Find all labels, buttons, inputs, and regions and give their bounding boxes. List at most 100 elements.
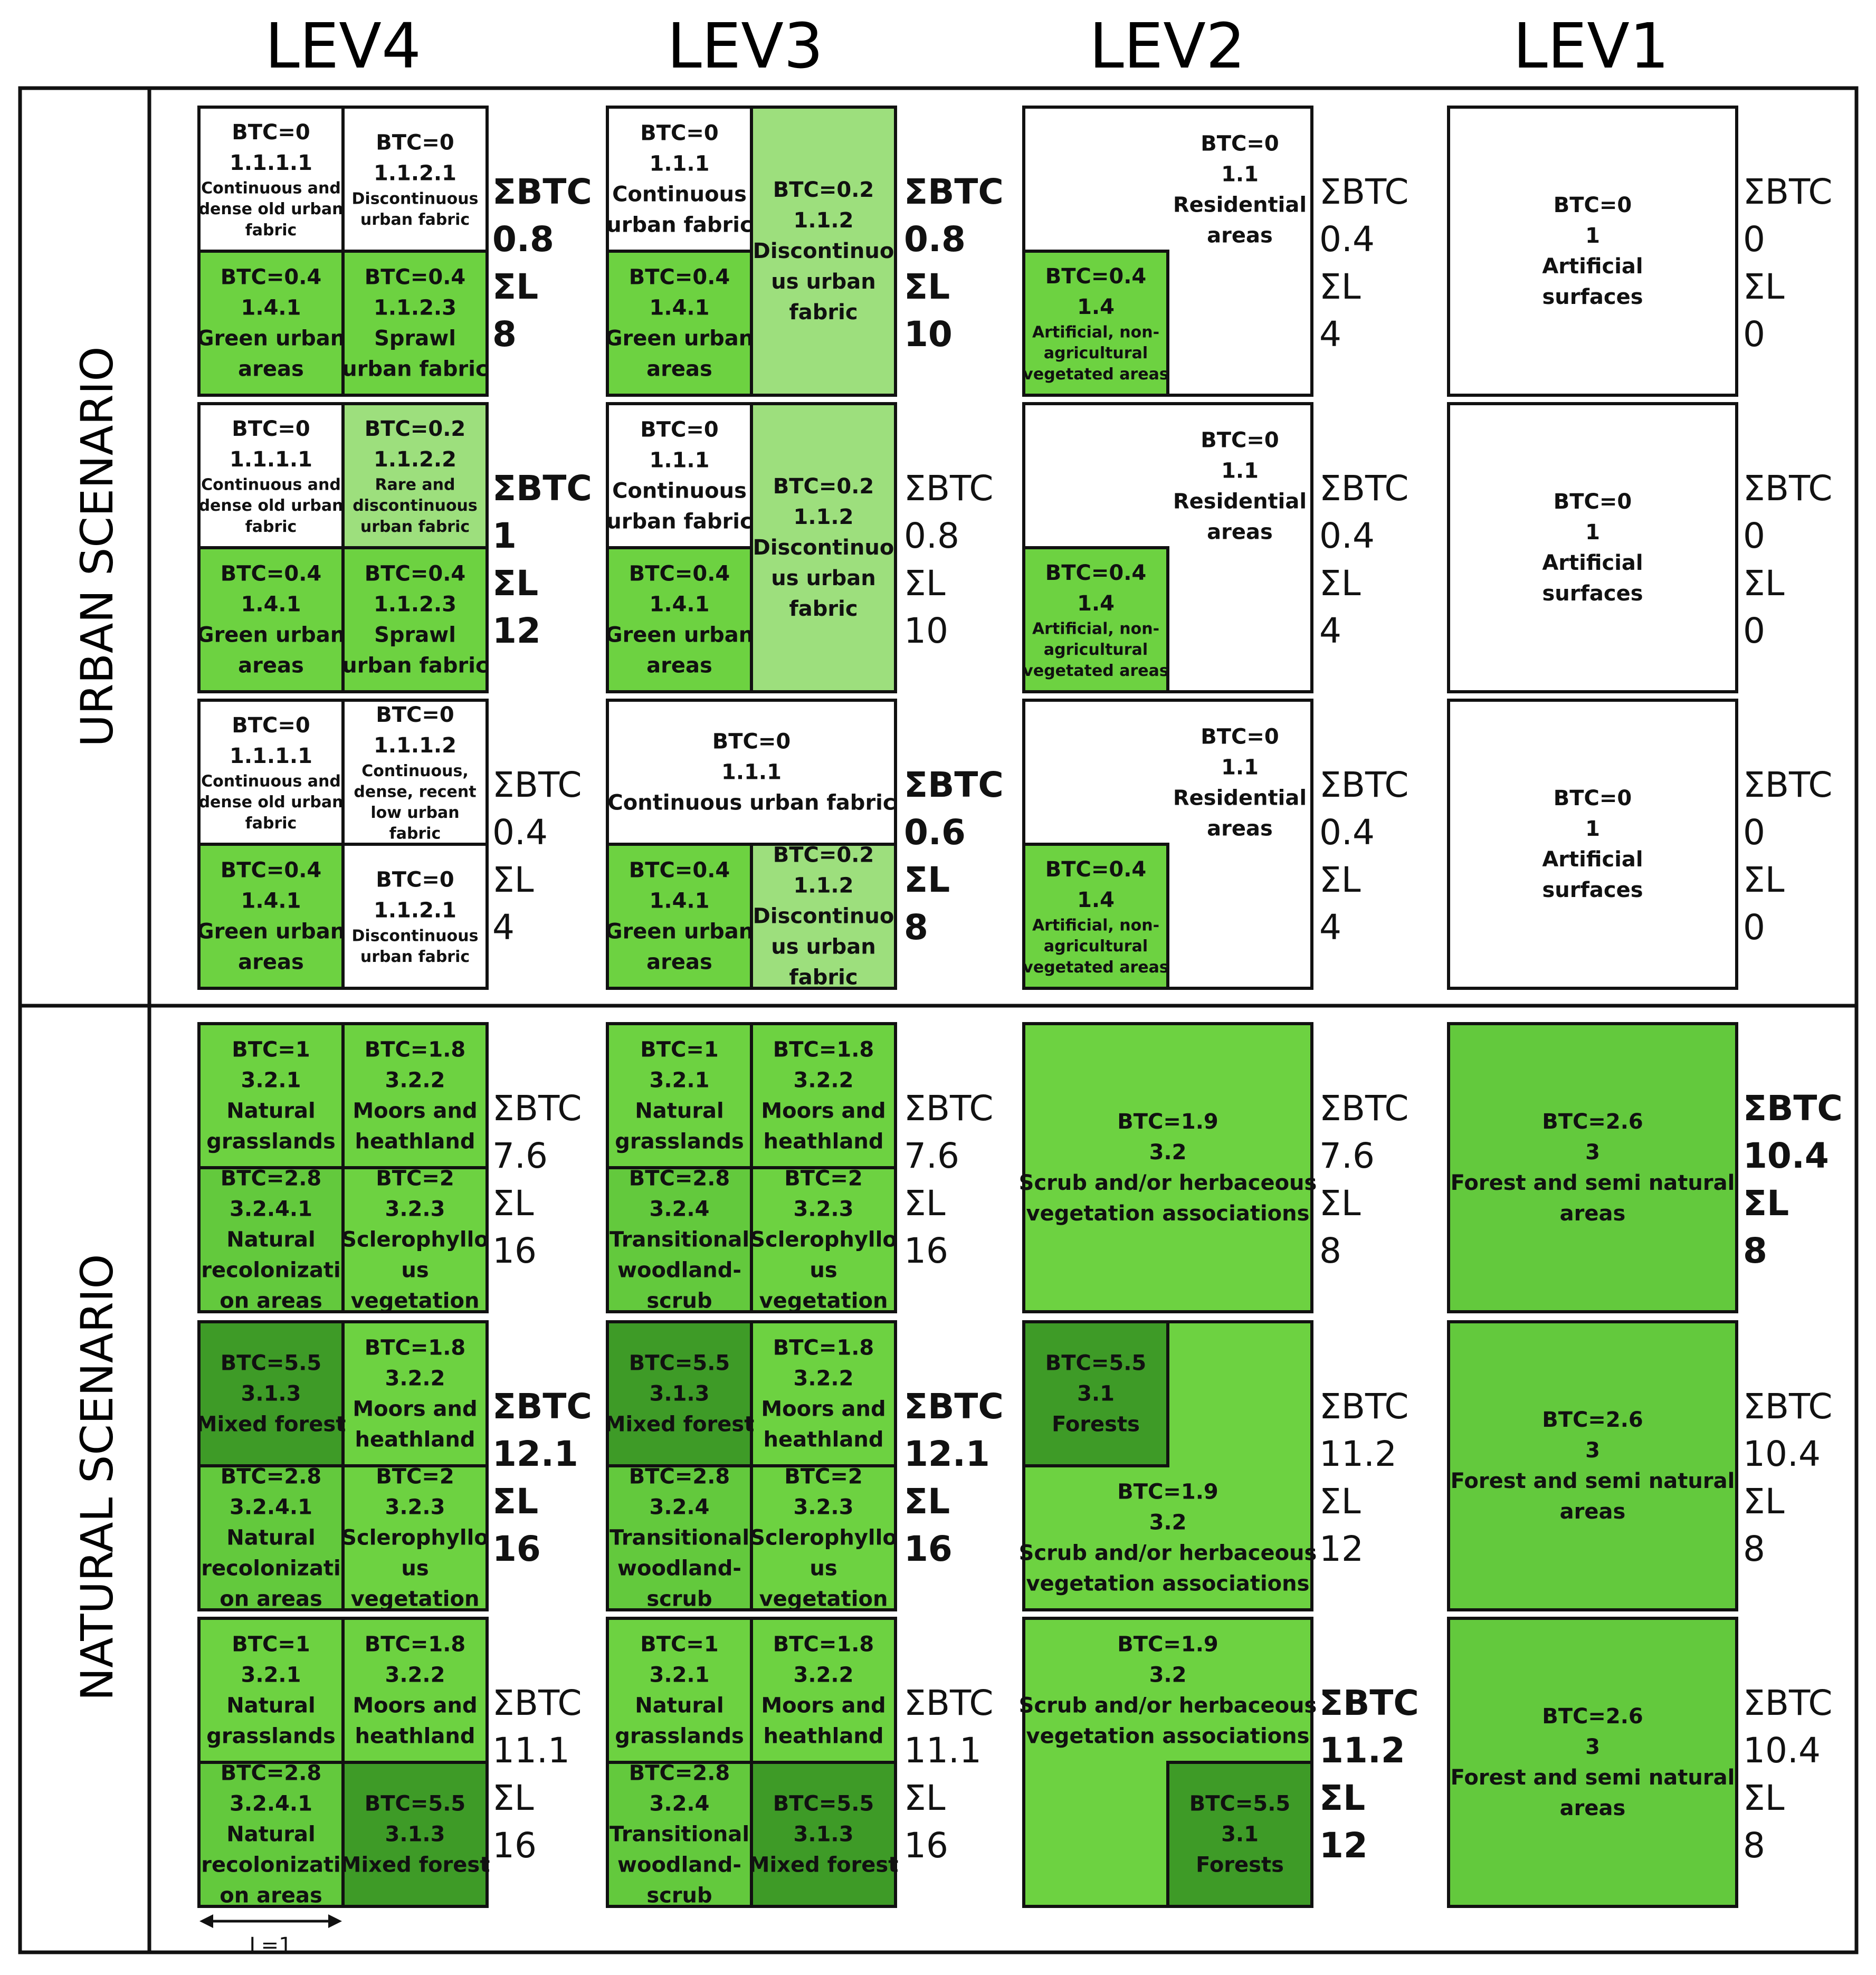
sum-btc-value: 0 [1743, 219, 1765, 260]
cell-r1-lev2: BTC=0 1.1 Residential areas BTC=0.4 1.4 Artifi… [1022, 106, 1409, 397]
class-name: Sclerophyllo [341, 1525, 489, 1550]
class-name: areas [1560, 1201, 1626, 1226]
tile [1447, 699, 1738, 990]
class-name: areas [238, 357, 304, 381]
class-code: 1.1 [1221, 162, 1259, 186]
class-name: Natural [226, 1227, 316, 1252]
btc-value: BTC=1.8 [773, 1335, 874, 1360]
class-code: 3.1.3 [650, 1381, 710, 1406]
btc-value: BTC=2 [784, 1464, 862, 1489]
class-name: Green urban [197, 623, 346, 647]
btc-value: BTC=1.9 [1117, 1632, 1218, 1656]
class-name: Residential [1173, 489, 1307, 513]
tile [197, 1761, 345, 1908]
class-name: areas [1207, 816, 1273, 841]
class-code: 1.1.2 [794, 505, 854, 529]
class-code: 1.1.2 [794, 873, 854, 898]
tile-label: BTC=2 3.2.3 Sclerophyllo us vegetation [341, 1166, 489, 1313]
btc-value: BTC=0.4 [1045, 561, 1147, 585]
class-name: Residential [1173, 193, 1307, 217]
class-name: vegetated areas [1023, 365, 1168, 384]
btc-value: BTC=0 [1201, 724, 1279, 749]
btc-value: BTC=1.9 [1117, 1480, 1218, 1504]
class-name: Sclerophyllo [341, 1227, 489, 1252]
tile [750, 106, 897, 397]
class-name: Scrub and/or herbaceous [1019, 1693, 1317, 1718]
sum-btc-label: ΣBTC [904, 171, 1004, 212]
sum-l-label: ΣL [1319, 1778, 1365, 1818]
tile [341, 1761, 489, 1908]
btc-value: BTC=2.6 [1542, 1704, 1643, 1729]
class-code: 1.1 [1221, 459, 1259, 483]
btc-value: BTC=0 [232, 120, 310, 145]
sum-btc-label: ΣBTC [904, 468, 994, 509]
tile [197, 1464, 345, 1611]
btc-value: BTC=0 [1554, 193, 1632, 217]
class-name: Sclerophyllo [750, 1525, 897, 1550]
tile [750, 1464, 897, 1611]
btc-value: BTC=0.4 [629, 265, 730, 289]
class-name: dense old urban [199, 793, 344, 812]
sum-column: ΣBTC 7.6 ΣL 16 [904, 1088, 994, 1271]
sum-btc-label: ΣBTC [1319, 765, 1409, 805]
class-name: Continuous [612, 182, 747, 206]
tile-label: BTC=0 1.1.1.1 Continuous and dense old urba… [199, 120, 344, 240]
sum-column: ΣBTC 0.4 ΣL 4 [1319, 171, 1409, 355]
sum-btc-label: ΣBTC [492, 171, 592, 212]
tile [197, 1617, 345, 1764]
tile-label: BTC=0.2 1.1.2 Discontinuo us urban fabric [753, 474, 894, 621]
class-name: scrub [646, 1587, 712, 1611]
sum-column: ΣBTC 12.1 ΣL 16 [492, 1386, 592, 1569]
sum-l-value: 12 [1319, 1825, 1368, 1866]
class-name: Continuous and [201, 772, 341, 791]
class-name: Artificial [1542, 847, 1643, 872]
sum-l-value: 12 [1319, 1529, 1364, 1569]
tile [341, 250, 489, 397]
tile [197, 546, 345, 693]
tile-label: BTC=1.8 3.2.2 Moors and heathland [761, 1037, 885, 1153]
natural-scenario-label: NATURAL SCENARIO [71, 1254, 123, 1701]
level-header-lev4: LEV4 [265, 9, 421, 82]
sum-l-label: ΣL [492, 266, 538, 307]
tile-label: BTC=2.8 3.2.4 Transitional woodland-scrub [610, 1464, 749, 1611]
class-name: agricultural [1044, 344, 1148, 362]
sum-column: ΣBTC 0 ΣL 0 [1743, 765, 1833, 948]
sum-btc-value: 10.4 [1743, 1136, 1829, 1176]
class-name: Natural [226, 1693, 316, 1718]
class-code: 3.2.2 [385, 1663, 445, 1687]
class-code: 1.4.1 [241, 592, 301, 616]
btc-value: BTC=0.4 [221, 858, 322, 882]
tile-label: BTC=1.9 3.2 Scrub and/or herbaceous vegetat… [1019, 1632, 1317, 1748]
tile-label: BTC=2.8 3.2.4.1 Natural recolonizati on area… [201, 1464, 341, 1611]
sum-l-label: ΣL [492, 1481, 538, 1522]
class-name: areas [646, 357, 712, 381]
arrow-left-icon [199, 1914, 213, 1928]
btc-value: BTC=2.6 [1542, 1408, 1643, 1432]
sum-column: ΣBTC 0 ΣL 0 [1743, 171, 1833, 355]
tile [606, 1166, 753, 1313]
class-code: 3.2.3 [385, 1197, 445, 1221]
level-headers: LEV4 LEV3 LEV2 LEV1 [265, 9, 1669, 82]
class-name: heathland [355, 1427, 475, 1452]
class-name: surfaces [1542, 878, 1643, 902]
class-name: us [401, 1556, 428, 1580]
class-name: Natural [635, 1693, 724, 1718]
class-code: 3.2.2 [794, 1663, 854, 1687]
class-code: 1.4 [1077, 888, 1115, 912]
class-name: Artificial, non- [1032, 620, 1159, 638]
class-code: 1.1.1.1 [230, 744, 312, 768]
sum-btc-value: 10.4 [1743, 1434, 1821, 1474]
tile-label: BTC=2.6 3 Forest and semi natural areas [1451, 1110, 1735, 1226]
class-name: grasslands [206, 1724, 336, 1748]
class-code: 1.1.2.2 [374, 447, 456, 472]
sum-btc-label: ΣBTC [1319, 1683, 1419, 1723]
sum-l-value: 8 [1743, 1529, 1765, 1569]
btc-value: BTC=2.6 [1542, 1110, 1643, 1134]
btc-value: BTC=0.4 [221, 561, 322, 586]
btc-value: BTC=2.8 [629, 1761, 730, 1785]
sum-column: ΣBTC 11.1 ΣL 16 [904, 1683, 994, 1866]
sum-btc-value: 7.6 [904, 1136, 959, 1176]
btc-value: BTC=0.4 [365, 561, 466, 586]
class-code: 1.4 [1077, 295, 1115, 319]
level-header-lev2: LEV2 [1089, 9, 1245, 82]
